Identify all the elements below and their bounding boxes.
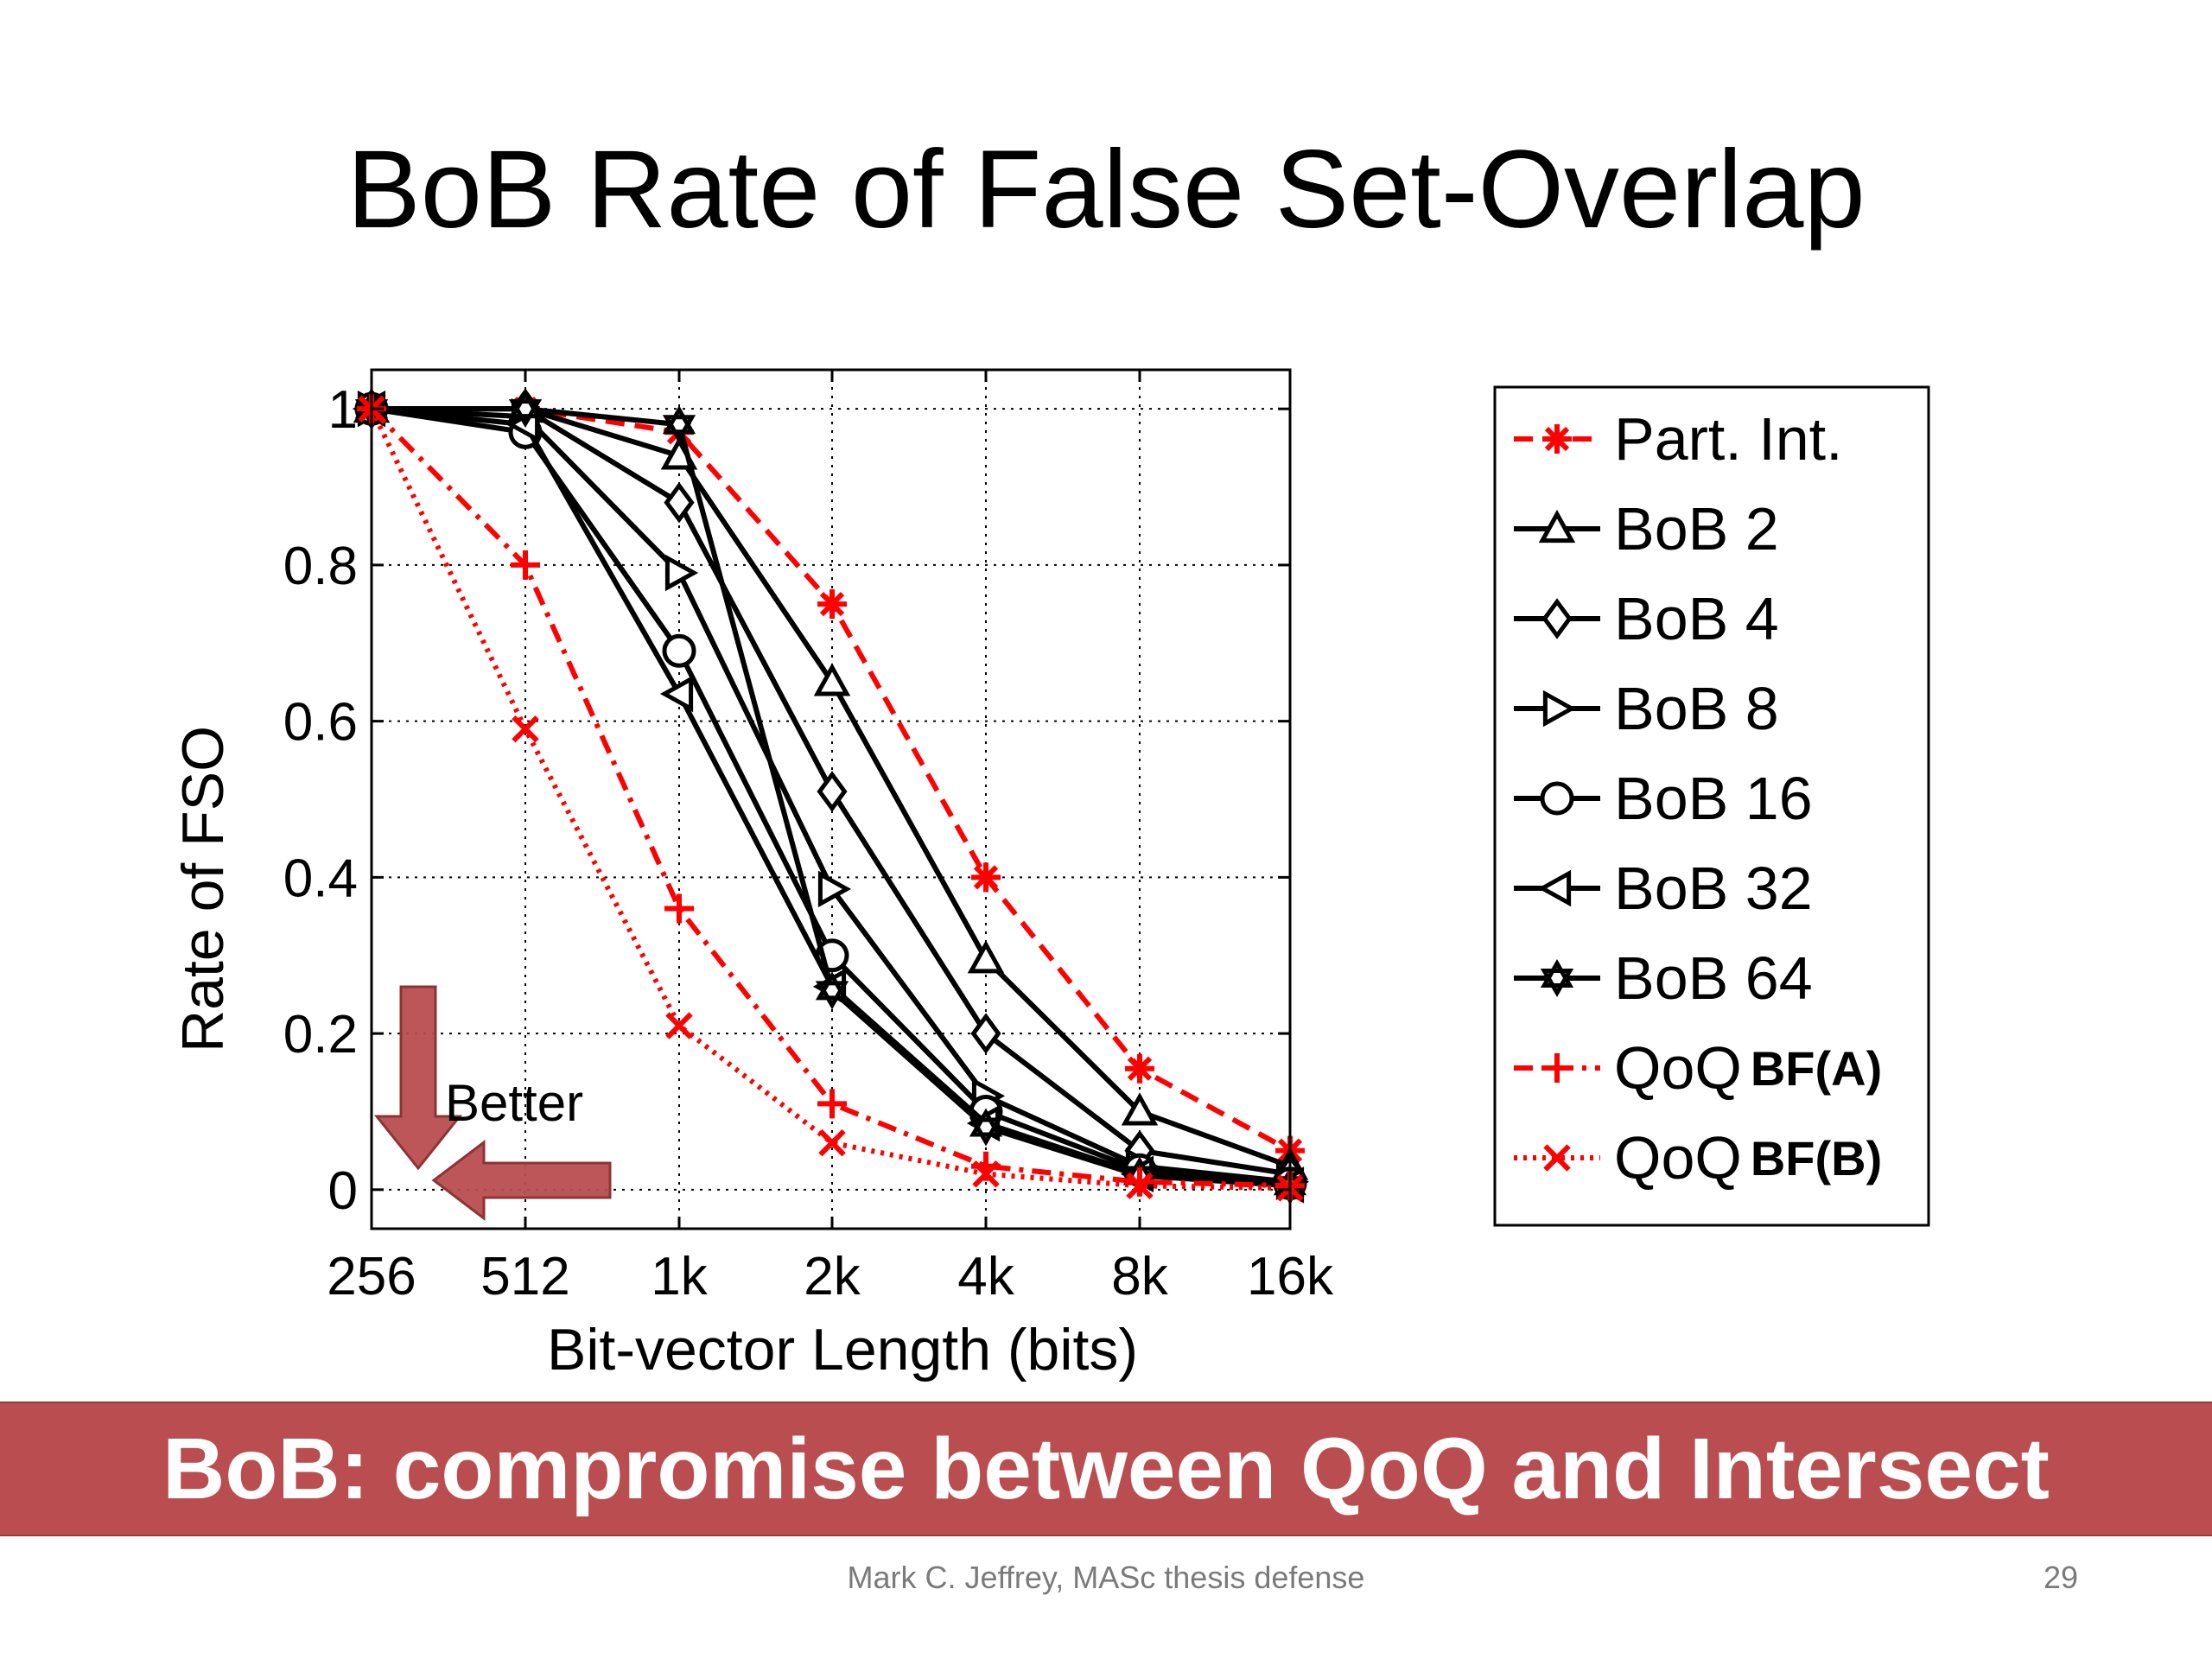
fso-line-chart: 256 512 1k 2k 4k 8k 16k 0 0.2 0.4 0.6 0.8 1 Better B…	[170, 368, 1930, 1382]
data-point	[664, 481, 695, 524]
data-point	[817, 589, 847, 620]
legend-marker	[1540, 781, 1574, 816]
left-arrow-shape	[431, 1139, 612, 1222]
x-tick-label: 1k	[651, 1247, 708, 1306]
legend-entry: BoB 32	[1514, 855, 1813, 922]
data-point	[512, 715, 539, 743]
legend-label: QoQ	[1614, 1034, 1742, 1102]
data-point	[664, 554, 699, 592]
legend-label: Part. Int.	[1614, 405, 1843, 473]
legend-label: BoB 64	[1614, 944, 1813, 1012]
legend-marker	[1540, 959, 1574, 997]
data-point	[817, 771, 848, 812]
slide-title: BoB Rate of False Set-Overlap	[346, 128, 1866, 251]
y-tick-label: 0.2	[283, 1005, 358, 1065]
legend-label: BoB 4	[1614, 585, 1779, 652]
legend-marker	[1542, 1053, 1572, 1083]
legend-marker	[1543, 1144, 1571, 1172]
legend-entry: QoQ BF(B)	[1514, 1124, 1882, 1192]
legend-entry: BoB 64	[1514, 944, 1813, 1012]
legend: Part. Int. BoB 2 BoB 4 BoB 8 BoB 16 BoB 32 BoB…	[1493, 385, 1930, 1227]
data-point	[665, 1012, 693, 1039]
legend-label: QoQ	[1614, 1124, 1742, 1192]
y-tick-label: 0.4	[283, 849, 358, 908]
x-tick-label: 256	[327, 1247, 416, 1306]
legend-marker	[1542, 690, 1577, 728]
legend-marker	[1538, 509, 1576, 543]
takeaway-banner: BoB: compromise between QoQ and Intersec…	[0, 1402, 2212, 1536]
series-3	[356, 388, 1306, 1195]
legend-marker	[1542, 424, 1572, 454]
legend-label: BoB 8	[1614, 675, 1779, 742]
legend-entry: BoB 2	[1514, 495, 1779, 563]
grid-lines	[372, 370, 1290, 1229]
axis-ticks: 256 512 1k 2k 4k 8k 16k 0 0.2 0.4 0.6 0.8 1	[283, 370, 1334, 1306]
data-point	[1125, 1166, 1154, 1197]
legend-label-subscript: BF(A)	[1751, 1041, 1882, 1096]
y-axis-label: Rate of FSO	[170, 726, 236, 1052]
x-tick-label: 4k	[957, 1247, 1014, 1306]
legend-entry: BoB 16	[1514, 765, 1813, 832]
legend-entry: BoB 8	[1514, 675, 1779, 742]
data-point	[967, 940, 1005, 974]
data-point	[664, 893, 694, 924]
data-point	[1126, 1172, 1154, 1200]
y-tick-label: 0.8	[283, 537, 358, 596]
banner-text: BoB: compromise between QoQ and Intersec…	[162, 1421, 2050, 1517]
legend-label: BoB 32	[1614, 855, 1813, 922]
legend-marker	[1541, 598, 1573, 639]
x-tick-label: 16k	[1247, 1247, 1334, 1306]
legend-label-subscript: BF(B)	[1751, 1131, 1882, 1185]
y-tick-label: 1	[328, 380, 358, 440]
data-point	[508, 390, 543, 429]
data-point	[818, 1128, 846, 1157]
legend-entry: Part. Int.	[1514, 405, 1843, 473]
data-point	[1125, 1053, 1154, 1084]
data-point	[969, 1108, 1003, 1147]
x-tick-label: 512	[480, 1247, 569, 1306]
legend-marker	[1537, 869, 1572, 907]
data-point	[813, 663, 851, 696]
better-arrows	[373, 985, 612, 1222]
series-layer	[352, 388, 1310, 1205]
x-tick-label: 2k	[804, 1247, 861, 1306]
data-point	[817, 1089, 847, 1119]
data-point	[971, 862, 1001, 893]
footer-text: Mark C. Jeffrey, MASc thesis defense	[847, 1560, 1365, 1595]
data-point	[511, 550, 540, 580]
legend-label: BoB 16	[1614, 765, 1813, 832]
page-number: 29	[2043, 1560, 2078, 1595]
better-label: Better	[445, 1074, 583, 1132]
down-arrow-shape	[373, 985, 463, 1171]
x-axis-label: Bit-vector Length (bits)	[547, 1317, 1138, 1382]
data-point	[659, 675, 694, 713]
data-point	[817, 870, 852, 908]
data-point	[970, 1013, 1001, 1054]
y-tick-label: 0.6	[283, 693, 358, 753]
data-point	[662, 633, 696, 668]
data-point	[662, 405, 696, 444]
x-tick-label: 8k	[1111, 1247, 1168, 1306]
y-tick-label: 0	[328, 1161, 358, 1221]
legend-entry: BoB 4	[1514, 585, 1779, 652]
legend-label: BoB 2	[1614, 495, 1779, 563]
legend-entry: QoQ BF(A)	[1514, 1034, 1882, 1102]
data-point	[1121, 1092, 1159, 1126]
data-point	[815, 971, 849, 1010]
data-point	[972, 1160, 1000, 1188]
